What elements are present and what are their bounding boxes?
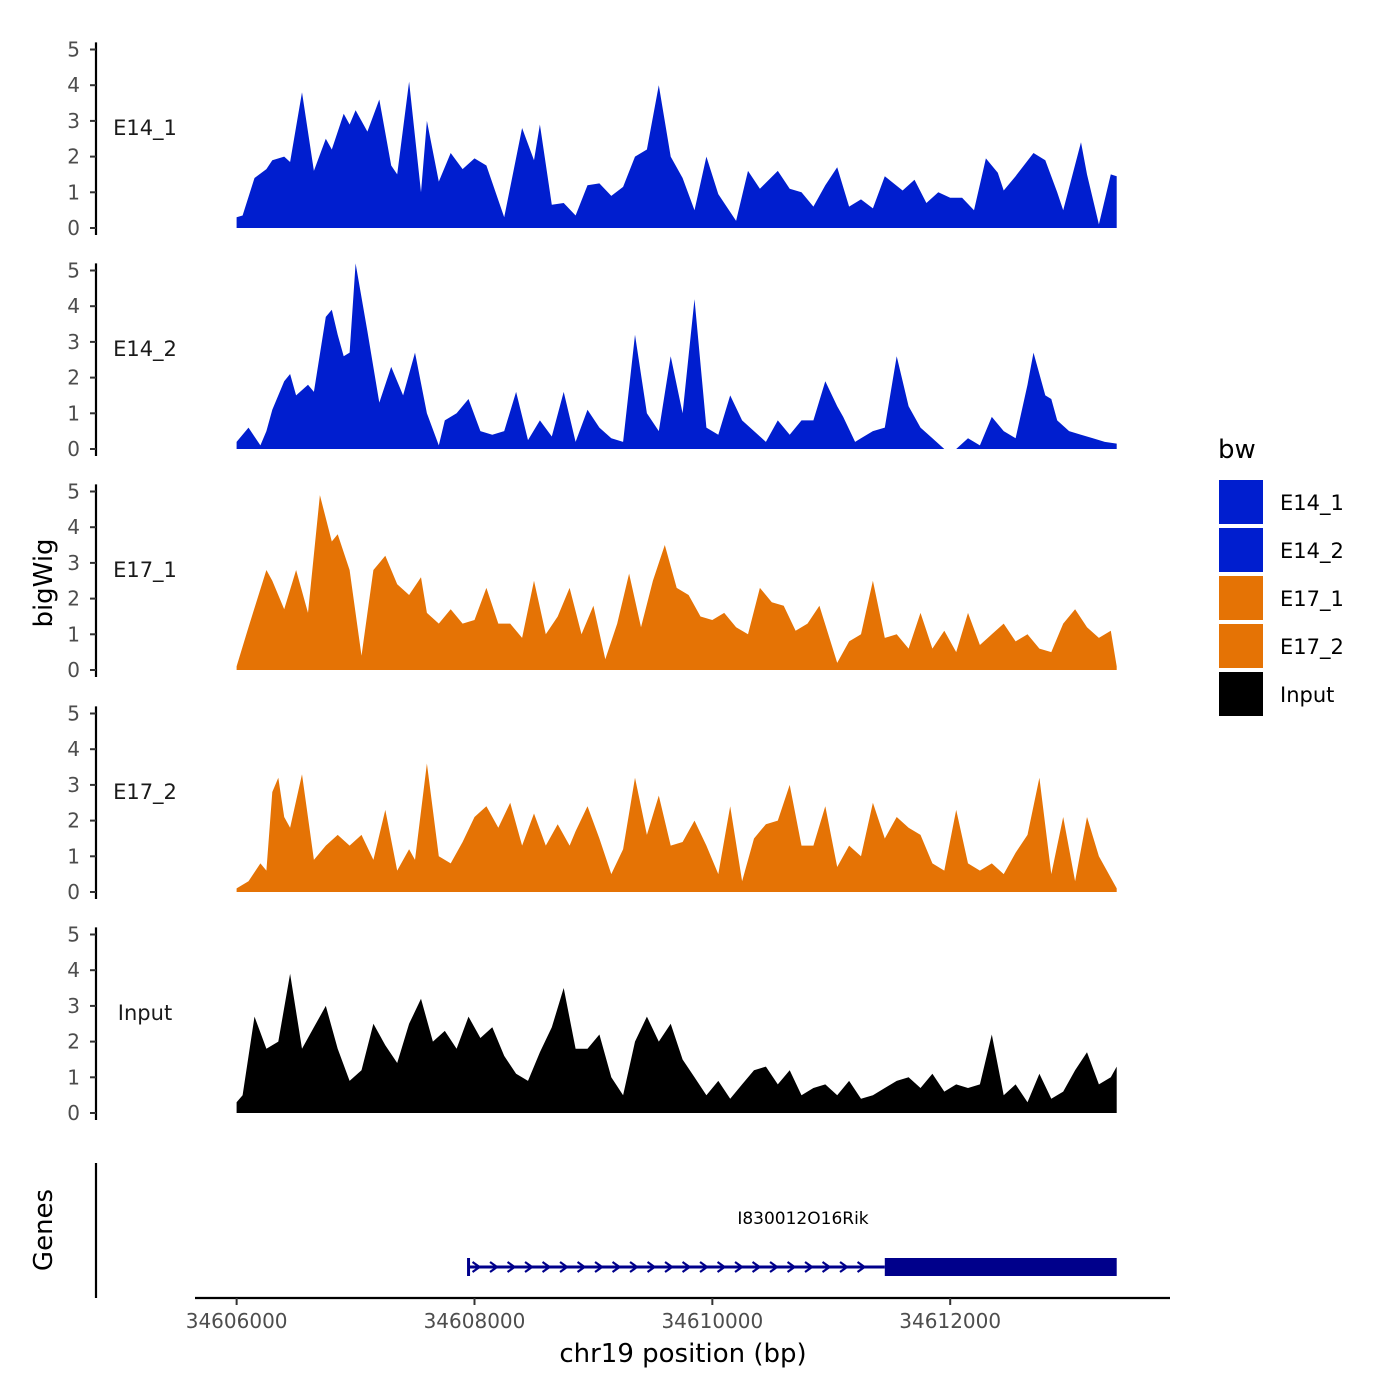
genes-axis-title: Genes (29, 1189, 59, 1271)
gene-strand-arrow (769, 1261, 779, 1273)
y-tick-label-E17_1-3: 3 (67, 551, 80, 575)
gene-strand-arrow (664, 1261, 674, 1273)
gene-strand-arrow (734, 1261, 744, 1273)
legend-label-E17_2: E17_2 (1280, 635, 1344, 660)
y-tick-label-E17_1-2: 2 (67, 587, 80, 611)
legend-swatch-E17_1 (1219, 576, 1263, 620)
y-tick-label-E14_1-2: 2 (67, 145, 80, 169)
y-tick-label-E14_2-0: 0 (67, 437, 80, 461)
series-area-E14_2 (236, 263, 1117, 449)
gene-strand-arrow (856, 1261, 867, 1273)
gene-strand-arrow (786, 1261, 797, 1273)
x-axis-title: chr19 position (bp) (559, 1339, 806, 1369)
x-tick-label-34612000: 34612000 (899, 1309, 1001, 1333)
track-label-E17_2: E17_2 (113, 780, 177, 805)
series-area-E17_1 (236, 495, 1117, 670)
y-tick-label-Input-1: 1 (67, 1065, 80, 1089)
y-axis-title: bigWig (29, 538, 59, 627)
x-tick-label-34608000: 34608000 (424, 1309, 526, 1333)
y-tick-label-E14_1-4: 4 (67, 73, 80, 97)
y-tick-label-E14_2-3: 3 (67, 330, 80, 354)
y-tick-label-E17_1-5: 5 (67, 480, 80, 504)
legend: bw E14_1 E14_2 E17_1 E17_2 Input (1218, 435, 1344, 716)
legend-swatch-E14_1 (1219, 480, 1263, 524)
y-tick-label-E14_2-5: 5 (67, 259, 80, 283)
gene-strand-arrow (629, 1261, 639, 1273)
track-label-Input: Input (118, 1001, 172, 1025)
y-tick-label-E14_1-0: 0 (67, 216, 80, 240)
y-tick-label-E17_2-0: 0 (67, 880, 80, 904)
y-tick-label-E17_2-3: 3 (67, 773, 80, 797)
y-tick-label-E14_2-1: 1 (67, 401, 80, 425)
y-tick-label-E14_1-1: 1 (67, 180, 80, 204)
x-tick-label-34606000: 34606000 (186, 1309, 288, 1333)
y-tick-label-Input-3: 3 (67, 994, 80, 1018)
gene-strand-arrow (489, 1261, 499, 1273)
gene-exon (884, 1258, 1117, 1276)
y-tick-label-E17_1-1: 1 (67, 622, 80, 646)
gene-strand-arrow (471, 1261, 482, 1273)
track-areas (236, 81, 1117, 1113)
y-tick-label-E17_2-5: 5 (67, 702, 80, 726)
series-area-Input (236, 973, 1117, 1113)
legend-label-E17_1: E17_1 (1280, 587, 1344, 612)
legend-label-E14_2: E14_2 (1280, 539, 1344, 564)
gene-strand-arrow (839, 1261, 849, 1273)
series-area-E14_1 (236, 81, 1117, 228)
y-tick-label-E14_2-4: 4 (67, 294, 80, 318)
y-tick-label-Input-0: 0 (67, 1101, 80, 1125)
track-labels: E14_1 E14_2 E17_1 E17_2 Input (113, 116, 177, 1025)
gene-strand-arrow (524, 1261, 534, 1273)
legend-label-Input: Input (1280, 683, 1334, 707)
y-tick-label-E17_2-1: 1 (67, 844, 80, 868)
track-label-E14_2: E14_2 (113, 337, 177, 362)
y-tick-label-E14_2-2: 2 (67, 366, 80, 390)
gene-strand-arrow (681, 1261, 692, 1273)
track-label-E14_1: E14_1 (113, 116, 177, 141)
y-tick-label-E17_1-4: 4 (67, 515, 80, 539)
gene-strand-arrow (576, 1261, 587, 1273)
gene-strand-arrow (506, 1261, 517, 1273)
series-area-E17_2 (236, 763, 1117, 892)
y-tick-label-Input-2: 2 (67, 1030, 80, 1054)
y-tick-label-E17_2-4: 4 (67, 737, 80, 761)
gene-strand-arrow (559, 1261, 569, 1273)
gene-label: I830012O16Rik (737, 1209, 868, 1229)
y-tick-label-E14_1-3: 3 (67, 109, 80, 133)
genes-panel: Genes I830012O16Rik (29, 1163, 1117, 1298)
legend-swatch-E14_2 (1219, 528, 1263, 572)
gene-strand-arrow (716, 1261, 727, 1273)
legend-label-E14_1: E14_1 (1280, 491, 1344, 516)
gene-model (467, 1258, 1117, 1276)
gene-strand-arrow (611, 1261, 622, 1273)
legend-swatch-Input (1219, 672, 1263, 716)
gene-strand-arrow (699, 1261, 709, 1273)
gene-strand-arrow (594, 1261, 604, 1273)
x-tick-label-34610000: 34610000 (661, 1309, 763, 1333)
legend-swatch-E17_2 (1219, 624, 1263, 668)
y-tick-label-E17_1-0: 0 (67, 658, 80, 682)
legend-title: bw (1218, 435, 1256, 465)
gene-strand-arrow (541, 1261, 552, 1273)
y-tick-label-Input-4: 4 (67, 958, 80, 982)
x-axis: 34606000 34608000 34610000 34612000 (186, 1296, 1170, 1333)
gene-strand-arrow (821, 1261, 832, 1273)
y-tick-label-E14_1-5: 5 (67, 38, 80, 62)
gene-strand-arrow (751, 1261, 762, 1273)
gene-strand-arrow (646, 1261, 657, 1273)
y-tick-label-Input-5: 5 (67, 923, 80, 947)
gene-strand-arrow (804, 1261, 814, 1273)
track-y-axes: 0 1 2 3 4 5 0 1 2 3 4 5 0 1 2 3 4 5 0 1 2 3 4 5 0 1 2 3 4 5 (67, 38, 98, 1125)
track-label-E17_1: E17_1 (113, 558, 177, 583)
y-tick-label-E17_2-2: 2 (67, 809, 80, 833)
